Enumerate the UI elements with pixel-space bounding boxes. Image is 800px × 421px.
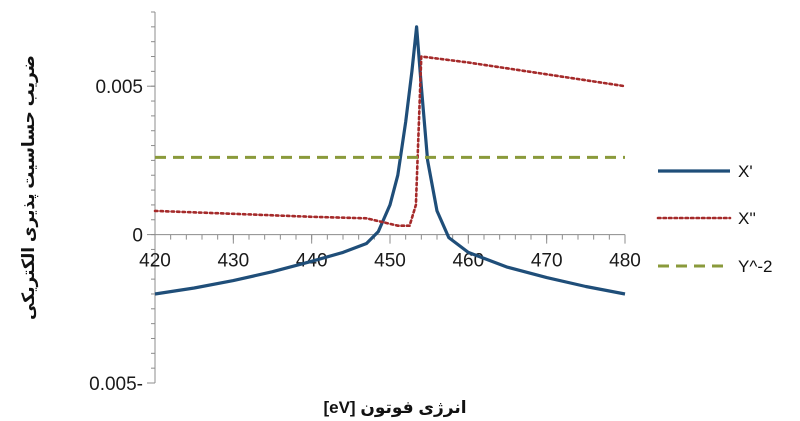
series-layer bbox=[153, 25, 627, 296]
legend-label-3: Y^-2 bbox=[738, 257, 772, 276]
legend-label-2: X'' bbox=[738, 209, 756, 228]
legend-label-1: X' bbox=[738, 162, 753, 181]
x-tick-label: 470 bbox=[531, 251, 563, 272]
y-axis-title-group: ضریب حساسیت پذیری الکتریکی bbox=[19, 55, 39, 320]
x-tick-label: 480 bbox=[609, 251, 641, 272]
x-tick-label: 450 bbox=[374, 251, 406, 272]
series-line-1 bbox=[154, 25, 626, 296]
x-tick-label: 420 bbox=[139, 251, 171, 272]
legend: X' X'' Y^-2 bbox=[656, 162, 772, 276]
y-tick-label: 0.005 bbox=[95, 77, 143, 98]
y-tick-label: 0 bbox=[132, 226, 143, 247]
x-tick-label: 430 bbox=[217, 251, 249, 272]
y-axis-title: ضریب حساسیت پذیری الکتریکی bbox=[19, 55, 39, 320]
y-tick-label: 0.005- bbox=[89, 374, 143, 395]
series-line-2 bbox=[153, 55, 627, 227]
x-axis-title: [eV] انرژی فوتون bbox=[323, 398, 466, 418]
